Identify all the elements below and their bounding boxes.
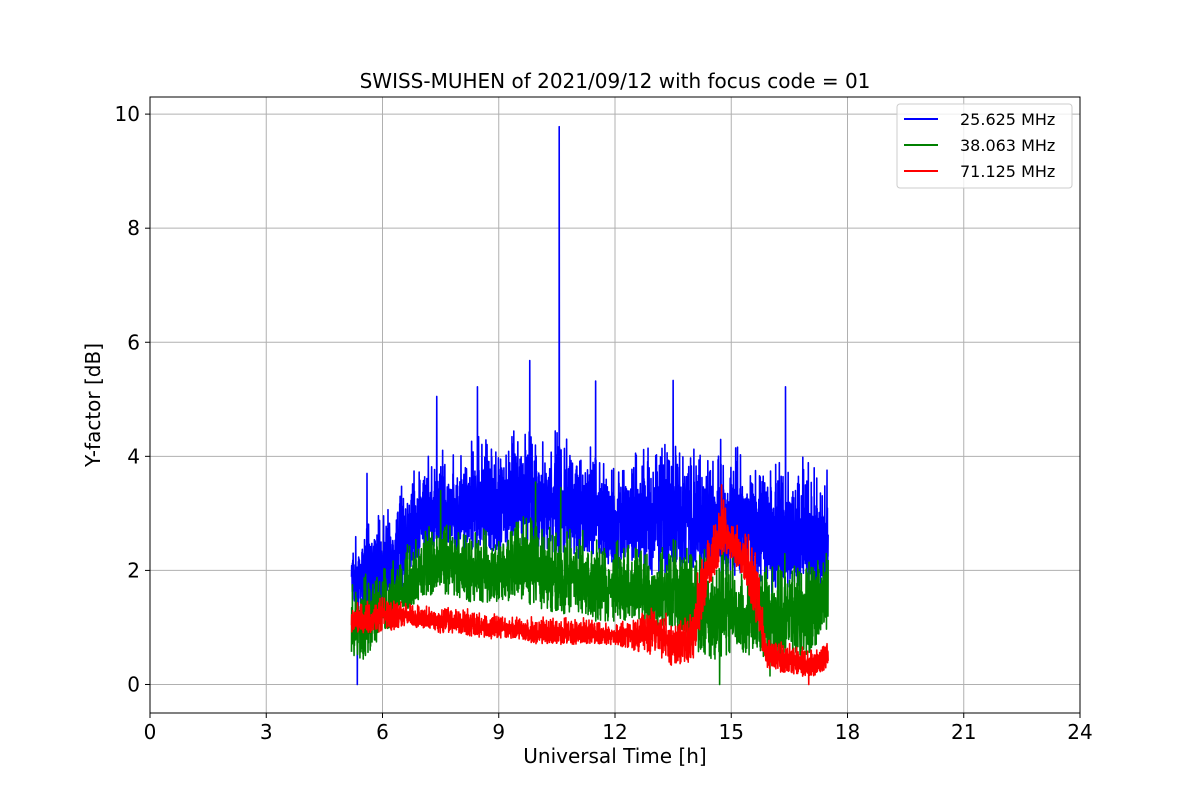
y-axis-label: Y-factor [dB] [81,343,105,468]
series-line-2 [350,481,829,686]
x-tick-label: 3 [260,720,273,744]
y-tick-label: 4 [127,444,140,468]
y-tick-label: 6 [127,330,140,354]
legend-label: 71.125 MHz [960,162,1055,181]
series-layer [350,125,829,686]
x-tick-label: 12 [602,720,627,744]
y-tick-label: 0 [127,672,140,696]
legend-box [896,103,1073,189]
x-axis-label: Universal Time [h] [523,744,706,768]
y-tick-label: 10 [115,102,140,126]
x-tick-label: 15 [719,720,744,744]
legend: 25.625 MHz 38.063 MHz 71.125 MHz [896,103,1073,189]
x-tick-label: 18 [835,720,860,744]
x-tick-label: 9 [492,720,505,744]
y-tick-label: 8 [127,216,140,240]
legend-label: 25.625 MHz [960,110,1055,129]
chart-title: SWISS-MUHEN of 2021/09/12 with focus cod… [360,69,871,93]
y-tick-label: 2 [127,558,140,582]
x-tick-label: 0 [144,720,157,744]
x-tick-label: 6 [376,720,389,744]
legend-label: 38.063 MHz [960,136,1055,155]
x-tick-label: 21 [951,720,976,744]
series-line-3 [350,484,829,686]
series-line-1 [350,125,829,686]
x-tick-label: 24 [1067,720,1092,744]
